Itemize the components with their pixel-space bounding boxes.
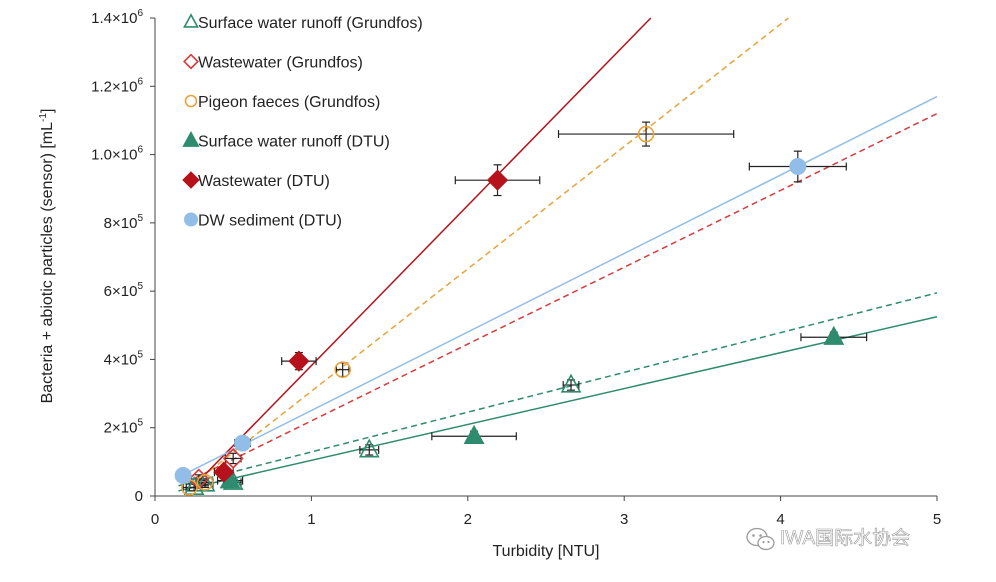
data-point: [486, 169, 509, 191]
fit-line: [178, 292, 938, 487]
fit-lines: [178, 17, 938, 492]
y-tick-exponent: 5: [137, 349, 143, 360]
error-bar: [335, 362, 350, 378]
y-tick-mantissa: 4×10: [104, 351, 138, 368]
y-axis-title: Bacteria + abiotic particles (sensor) [m…: [38, 109, 56, 404]
data-point: [789, 158, 807, 176]
y-tick-label: 8×105: [104, 213, 144, 232]
fit-line: [193, 17, 652, 487]
data-point: [194, 472, 216, 492]
legend-marker: [182, 131, 200, 147]
y-axis-title-sup: -1: [38, 113, 49, 122]
x-tick-label: 4: [776, 511, 784, 528]
x-tick-label: 2: [464, 511, 472, 528]
y-tick-mantissa: 1.0×10: [91, 147, 137, 164]
legend-item: DW sediment (DTU): [184, 212, 342, 230]
data-point: [174, 467, 192, 485]
y-axis-title-main: Bacteria + abiotic particles (sensor) [m…: [39, 122, 56, 404]
y-tick-label: 4×105: [104, 349, 144, 368]
fit-line: [185, 17, 789, 490]
legend-marker: [184, 212, 198, 227]
data-point: [196, 474, 214, 491]
data-point: [823, 325, 845, 345]
watermark-text: IWA国际水协会: [780, 527, 910, 549]
y-tick-exponent: 5: [137, 281, 143, 292]
x-tick-label: 3: [620, 511, 628, 528]
legend-label: Pigeon faeces (Grundfos): [198, 94, 380, 111]
x-tick-label: 1: [307, 511, 315, 528]
x-tick-label: 0: [151, 511, 159, 528]
legend-item: Surface water runoff (Grundfos): [183, 13, 423, 32]
legend-label: Surface water runoff (DTU): [198, 134, 390, 151]
y-axis-title-close: ]: [39, 109, 56, 113]
data-point: [560, 373, 582, 393]
data-point: [358, 438, 380, 458]
y-tick-exponent: 6: [137, 8, 143, 19]
y-tick-label: 1.4×106: [91, 8, 143, 27]
data-point: [222, 448, 244, 469]
y-tick-label: 1.2×106: [91, 76, 143, 95]
y-tick-exponent: 6: [137, 145, 143, 156]
y-tick-mantissa: 2×10: [104, 420, 138, 437]
x-axis-title: Turbidity [NTU]: [493, 543, 600, 560]
legend-label: Surface water runoff (Grundfos): [198, 15, 423, 32]
legend-marker: [183, 13, 199, 28]
y-tick-exponent: 5: [137, 213, 143, 224]
error-bar: [557, 121, 735, 147]
fit-line: [185, 112, 938, 484]
legend-item: Surface water runoff (DTU): [182, 131, 390, 151]
axes: [154, 18, 937, 497]
y-tick-exponent: 5: [137, 418, 143, 429]
y-tick-mantissa: 1.2×10: [91, 78, 137, 95]
y-tick-mantissa: 1.4×10: [91, 10, 137, 27]
y-tick-mantissa: 0: [135, 488, 143, 505]
data-point: [463, 424, 485, 444]
legend-label: Wastewater (DTU): [198, 173, 330, 190]
y-tick-exponent: 6: [137, 76, 143, 87]
error-bar: [224, 452, 242, 465]
fit-line: [178, 95, 938, 478]
legend-item: Wastewater (DTU): [182, 171, 330, 190]
fit-line: [178, 316, 938, 492]
y-tick-label: 0: [135, 488, 143, 505]
y-tick-label: 1.0×106: [91, 145, 143, 164]
data-markers: [174, 125, 845, 496]
y-ticks: 02×1054×1056×1058×1051.0×1061.2×1061.4×1…: [91, 8, 155, 505]
y-tick-label: 6×105: [104, 281, 144, 300]
legend-item: Wastewater (Grundfos): [183, 53, 363, 72]
data-point: [637, 125, 655, 143]
x-ticks: 0 1 2 3 4 5: [151, 496, 941, 528]
y-tick-mantissa: 8×10: [104, 215, 138, 232]
data-point: [188, 468, 210, 490]
watermark: IWA国际水协会: [746, 527, 910, 551]
y-tick-mantissa: 6×10: [104, 283, 138, 300]
legend: Surface water runoff (Grundfos) Wastewate…: [182, 13, 423, 230]
legend-label: DW sediment (DTU): [198, 213, 342, 230]
legend-label: Wastewater (Grundfos): [198, 55, 363, 72]
wechat-icon: [746, 527, 775, 551]
legend-marker: [184, 94, 198, 108]
data-point: [288, 350, 310, 372]
y-tick-label: 2×105: [104, 418, 144, 437]
legend-marker: [183, 53, 199, 70]
data-point: [234, 434, 252, 452]
data-point: [213, 461, 235, 483]
legend-marker: [182, 171, 200, 189]
data-point: [334, 361, 351, 378]
x-tick-label: 5: [933, 511, 941, 528]
legend-item: Pigeon faeces (Grundfos): [184, 94, 380, 111]
